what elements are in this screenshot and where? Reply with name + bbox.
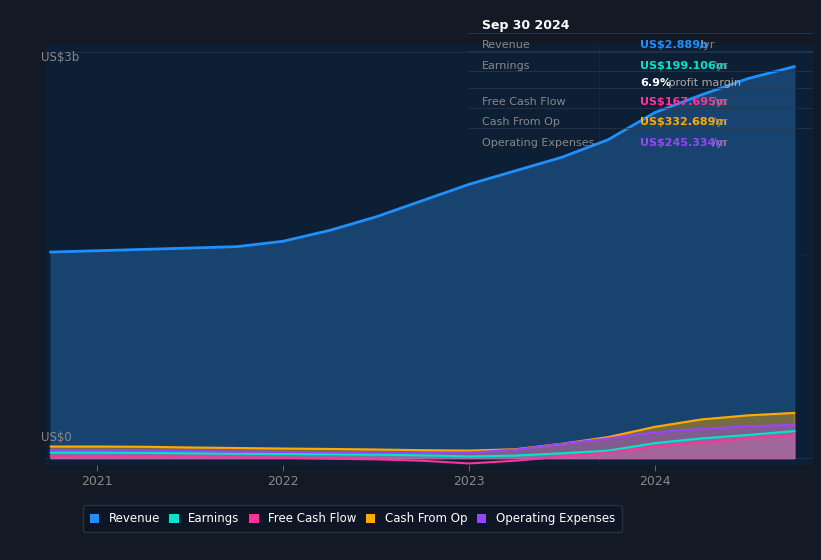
Text: Cash From Op: Cash From Op <box>482 118 560 127</box>
Text: Revenue: Revenue <box>482 40 530 50</box>
Text: Sep 30 2024: Sep 30 2024 <box>482 20 569 32</box>
Text: US$3b: US$3b <box>41 51 80 64</box>
Text: Free Cash Flow: Free Cash Flow <box>482 97 566 107</box>
Text: US$0: US$0 <box>41 431 72 444</box>
Text: US$167.695m: US$167.695m <box>640 97 727 107</box>
Text: US$332.689m: US$332.689m <box>640 118 727 127</box>
Text: profit margin: profit margin <box>665 78 741 88</box>
Text: 6.9%: 6.9% <box>640 78 672 88</box>
Legend: Revenue, Earnings, Free Cash Flow, Cash From Op, Operating Expenses: Revenue, Earnings, Free Cash Flow, Cash … <box>83 505 621 533</box>
Text: US$199.106m: US$199.106m <box>640 61 727 71</box>
Text: /yr: /yr <box>709 118 727 127</box>
Text: /yr: /yr <box>709 97 727 107</box>
Text: Operating Expenses: Operating Expenses <box>482 138 594 148</box>
Text: /yr: /yr <box>709 138 727 148</box>
Text: /yr: /yr <box>696 40 715 50</box>
Text: US$2.889b: US$2.889b <box>640 40 709 50</box>
Text: Earnings: Earnings <box>482 61 530 71</box>
Text: /yr: /yr <box>709 61 727 71</box>
Text: US$245.334m: US$245.334m <box>640 138 727 148</box>
